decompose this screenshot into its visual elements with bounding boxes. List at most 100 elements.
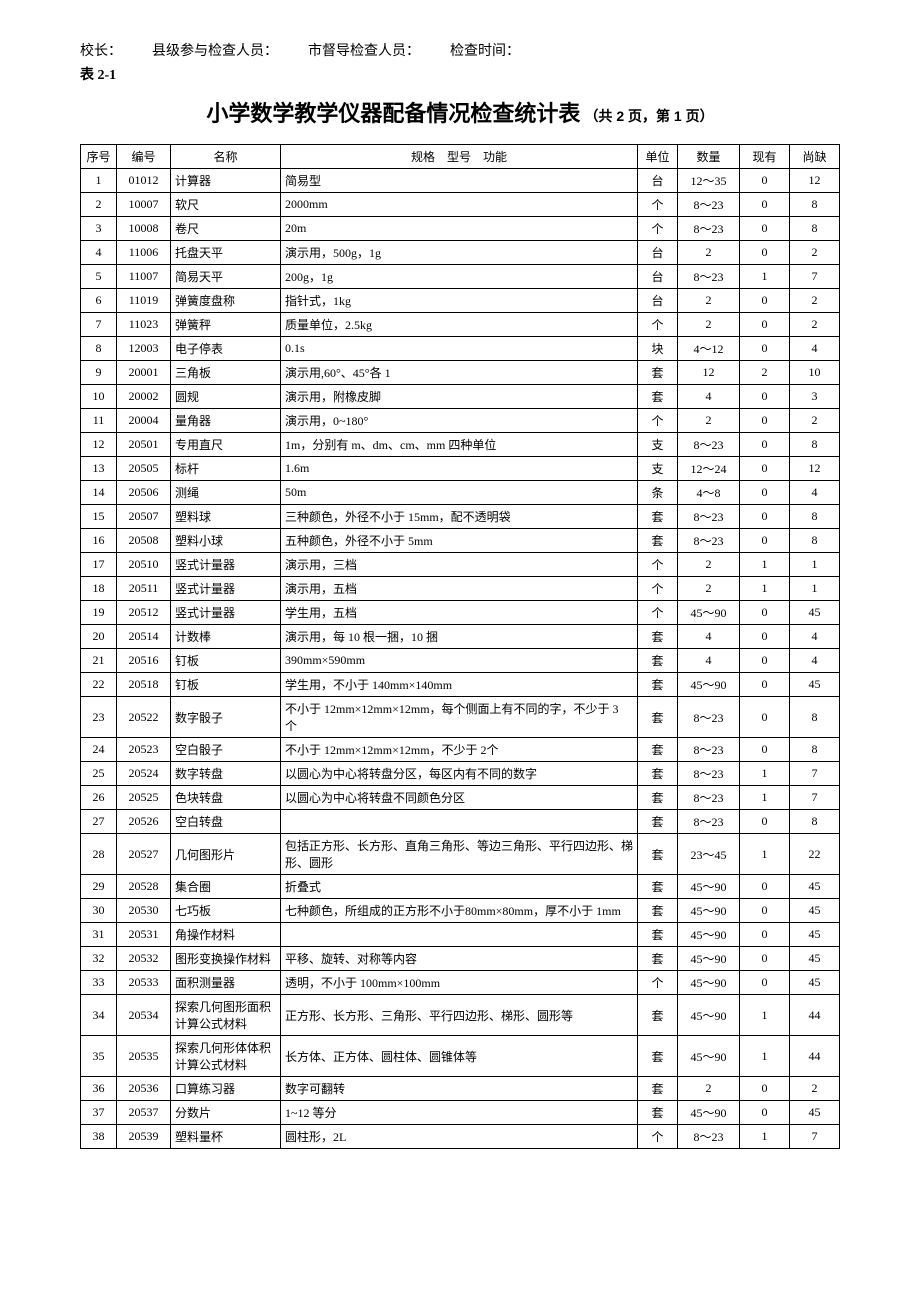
table-cell: 2000mm [281, 193, 638, 217]
table-cell: 20537 [117, 1101, 171, 1125]
table-row: 3220532图形变换操作材料平移、旋转、对称等内容套45～90045 [81, 947, 840, 971]
table-cell: 35 [81, 1036, 117, 1077]
table-cell: 2 [678, 289, 740, 313]
table-cell: 套 [638, 947, 678, 971]
table-cell: 20527 [117, 834, 171, 875]
table-cell: 1 [740, 834, 790, 875]
table-cell: 20514 [117, 625, 171, 649]
table-cell: 11006 [117, 241, 171, 265]
table-cell: 个 [638, 971, 678, 995]
table-cell: 2 [678, 577, 740, 601]
table-cell: 数字可翻转 [281, 1077, 638, 1101]
table-cell: 探索几何图形面积计算公式材料 [171, 995, 281, 1036]
table-cell: 演示用，500g，1g [281, 241, 638, 265]
col-seq: 序号 [81, 145, 117, 169]
table-cell: 4～12 [678, 337, 740, 361]
table-row: 2020514计数棒演示用，每 10 根一捆，10 捆套404 [81, 625, 840, 649]
table-cell: 竖式计量器 [171, 577, 281, 601]
table-cell: 8～23 [678, 697, 740, 738]
table-cell: 8 [790, 810, 840, 834]
table-cell: 0 [740, 625, 790, 649]
table-cell: 0 [740, 649, 790, 673]
table-cell: 弹簧秤 [171, 313, 281, 337]
table-cell: 20524 [117, 762, 171, 786]
table-cell: 20m [281, 217, 638, 241]
table-cell: 电子停表 [171, 337, 281, 361]
table-cell: 1 [740, 1036, 790, 1077]
table-cell: 折叠式 [281, 875, 638, 899]
table-cell: 27 [81, 810, 117, 834]
table-cell: 7 [790, 762, 840, 786]
table-cell: 17 [81, 553, 117, 577]
table-cell: 8～23 [678, 529, 740, 553]
table-cell: 7 [81, 313, 117, 337]
table-cell: 20 [81, 625, 117, 649]
col-name: 名称 [171, 145, 281, 169]
table-cell: 1 [740, 577, 790, 601]
table-cell: 2 [678, 313, 740, 337]
table-cell: 21 [81, 649, 117, 673]
table-cell: 15 [81, 505, 117, 529]
table-cell: 以圆心为中心将转盘分区，每区内有不同的数字 [281, 762, 638, 786]
table-cell: 托盘天平 [171, 241, 281, 265]
table-cell: 18 [81, 577, 117, 601]
table-cell: 计数棒 [171, 625, 281, 649]
table-row: 812003电子停表0.1s块4～1204 [81, 337, 840, 361]
table-cell: 数字转盘 [171, 762, 281, 786]
table-cell: 11019 [117, 289, 171, 313]
table-cell: 学生用，五档 [281, 601, 638, 625]
table-cell: 12～35 [678, 169, 740, 193]
table-cell: 2 [678, 1077, 740, 1101]
table-cell: 个 [638, 313, 678, 337]
table-cell: 26 [81, 786, 117, 810]
table-cell: 套 [638, 810, 678, 834]
table-cell: 8 [790, 505, 840, 529]
table-row: 2420523空白骰子不小于 12mm×12mm×12mm，不少于 2个套8～2… [81, 738, 840, 762]
table-cell: 20523 [117, 738, 171, 762]
table-cell: 0 [740, 169, 790, 193]
table-row: 2920528集合圈折叠式套45～90045 [81, 875, 840, 899]
table-row: 1420506测绳50m条4～804 [81, 481, 840, 505]
table-cell: 0 [740, 1101, 790, 1125]
table-cell: 200g，1g [281, 265, 638, 289]
table-cell: 12 [790, 457, 840, 481]
table-cell: 套 [638, 875, 678, 899]
table-cell: 套 [638, 1101, 678, 1125]
table-cell: 1 [81, 169, 117, 193]
table-cell: 块 [638, 337, 678, 361]
table-cell: 2 [740, 361, 790, 385]
table-cell: 19 [81, 601, 117, 625]
table-cell: 01012 [117, 169, 171, 193]
table-cell: 20516 [117, 649, 171, 673]
table-cell: 20518 [117, 673, 171, 697]
table-cell: 45～90 [678, 673, 740, 697]
table-cell: 11007 [117, 265, 171, 289]
table-cell: 0 [740, 738, 790, 762]
col-code: 编号 [117, 145, 171, 169]
table-cell: 量角器 [171, 409, 281, 433]
table-row: 2620525色块转盘以圆心为中心将转盘不同颜色分区套8～2317 [81, 786, 840, 810]
table-cell: 套 [638, 1036, 678, 1077]
table-cell: 45～90 [678, 971, 740, 995]
table-cell: 指针式，1kg [281, 289, 638, 313]
table-cell: 20530 [117, 899, 171, 923]
table-cell: 透明，不小于 100mm×100mm [281, 971, 638, 995]
table-cell: 11023 [117, 313, 171, 337]
table-cell: 个 [638, 1125, 678, 1149]
table-header-row: 序号 编号 名称 规格 型号 功能 单位 数量 现有 尚缺 [81, 145, 840, 169]
table-cell: 专用直尺 [171, 433, 281, 457]
table-cell: 圆柱形，2L [281, 1125, 638, 1149]
table-cell: 0 [740, 409, 790, 433]
col-have: 现有 [740, 145, 790, 169]
table-cell: 22 [81, 673, 117, 697]
table-cell: 45 [790, 601, 840, 625]
table-row: 2120516钉板390mm×590mm套404 [81, 649, 840, 673]
table-cell: 20525 [117, 786, 171, 810]
table-cell: 0 [740, 433, 790, 457]
table-row: 2820527几何图形片包括正方形、长方形、直角三角形、等边三角形、平行四边形、… [81, 834, 840, 875]
table-cell: 弹簧度盘称 [171, 289, 281, 313]
table-row: 1920512竖式计量器学生用，五档个45～90045 [81, 601, 840, 625]
table-cell: 45～90 [678, 1036, 740, 1077]
table-cell: 8 [790, 697, 840, 738]
table-cell: 45～90 [678, 1101, 740, 1125]
